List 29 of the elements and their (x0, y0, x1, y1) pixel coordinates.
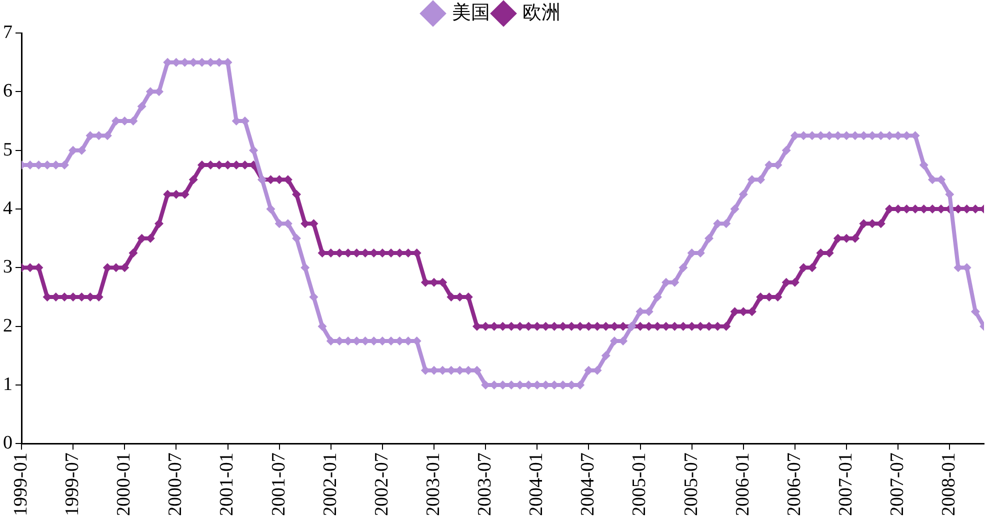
x-tick-label: 2008-01 (938, 452, 960, 516)
x-tick-label: 2001-07 (268, 452, 290, 516)
x-tick-label: 2007-01 (835, 452, 856, 516)
y-tick-label: 4 (3, 198, 13, 219)
x-tick-label: 2006-07 (784, 452, 805, 516)
y-tick-label: 2 (3, 315, 12, 336)
y-tick-label: 6 (3, 80, 12, 102)
y-tick-label: 7 (3, 22, 12, 43)
y-tick-label: 1 (3, 374, 12, 395)
x-tick-label: 2002-01 (320, 452, 341, 516)
x-tick-label: 2007-07 (887, 452, 908, 516)
x-tick-label: 2005-01 (629, 452, 650, 516)
y-tick-label: 5 (3, 139, 12, 160)
x-tick-label: 2004-07 (578, 452, 599, 516)
x-tick-label: 2006-01 (732, 452, 754, 516)
x-tick-label: 2004-01 (526, 452, 548, 516)
x-tick-label: 1999-07 (62, 452, 84, 516)
x-tick-label: 2003-01 (422, 452, 444, 516)
legend-label: 欧洲 (522, 2, 560, 24)
x-tick-label: 2005-07 (680, 452, 702, 516)
legend-label: 美国 (452, 1, 490, 24)
x-tick-label: 1999-01 (10, 452, 32, 516)
x-tick-label: 2000-07 (165, 452, 186, 516)
x-tick-label: 2002-07 (371, 452, 392, 516)
x-tick-label: 2003-07 (474, 452, 496, 516)
y-tick-label: 3 (3, 256, 12, 278)
x-tick-label: 2001-01 (216, 452, 238, 516)
y-tick-label: 0 (3, 432, 12, 454)
x-tick-label: 2000-01 (114, 452, 135, 516)
